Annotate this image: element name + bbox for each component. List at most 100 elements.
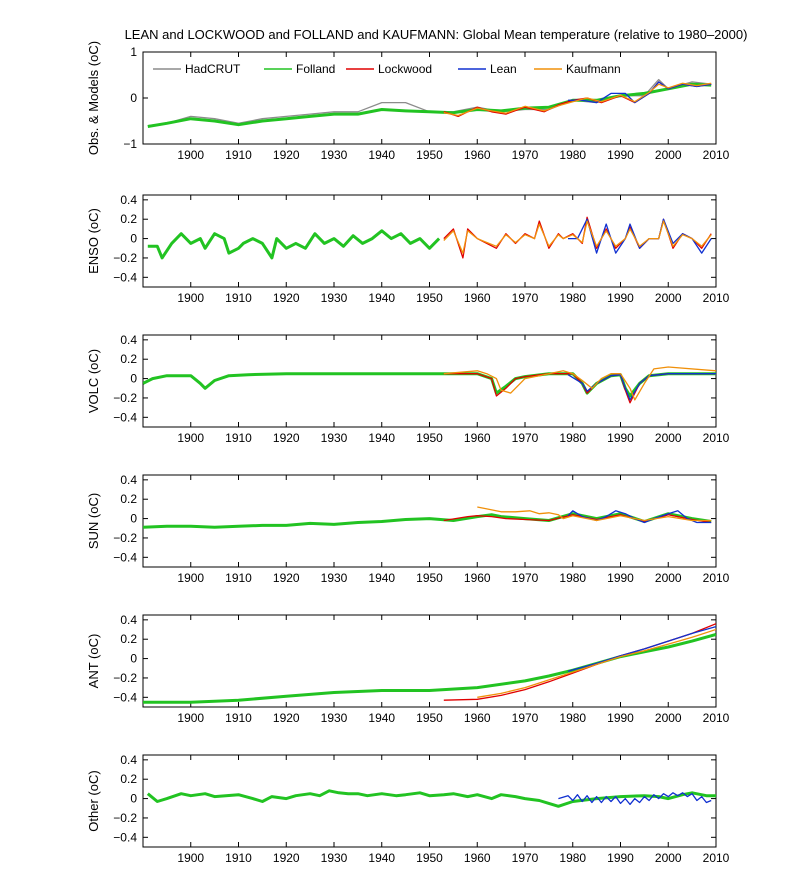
y-tick-label: 0: [130, 232, 137, 246]
y-tick-label: −0.2: [113, 671, 137, 685]
chart-panel-4: 0.4 0.2 0 −0.2 −0.4 1900 1910 1920 1930 1940 1950 1…: [86, 473, 730, 585]
y-tick-label: −0.2: [113, 391, 137, 405]
x-tick-label: 2000: [655, 291, 682, 305]
x-tick-label: 1900: [177, 711, 204, 725]
series-line-kaufmann: [477, 628, 716, 698]
x-tick-label: 1970: [512, 291, 539, 305]
y-tick-label: 0.4: [120, 613, 137, 627]
x-tick-label: 1940: [368, 431, 395, 445]
x-tick-label: 1960: [464, 851, 491, 865]
x-tick-label: 1910: [225, 291, 252, 305]
x-tick-label: 2010: [703, 291, 730, 305]
y-tick-label: −0.4: [113, 410, 137, 424]
x-tick-label: 1920: [273, 711, 300, 725]
x-tick-label: 1990: [607, 571, 634, 585]
y-tick-label: −0.4: [113, 690, 137, 704]
x-tick-label: 1910: [225, 431, 252, 445]
x-tick-label: 2010: [703, 431, 730, 445]
legend-label-lockwood: Lockwood: [378, 62, 432, 76]
series-group: [146, 789, 716, 808]
y-tick-label: 0.2: [120, 492, 137, 506]
x-tick-label: 1990: [607, 148, 634, 162]
x-tick-label: 1980: [559, 711, 586, 725]
x-tick-label: 2000: [655, 851, 682, 865]
series-group: [147, 216, 712, 260]
series-line-folland: [146, 789, 716, 808]
x-tick-label: 1930: [321, 711, 348, 725]
legend-label-lean: Lean: [490, 62, 517, 76]
x-tick-label: 1910: [225, 148, 252, 162]
x-tick-label: 1980: [559, 431, 586, 445]
x-tick-label: 1930: [321, 851, 348, 865]
y-axis-label: VOLC (oC): [86, 349, 101, 413]
y-tick-label: −1: [123, 137, 137, 151]
x-tick-label: 1960: [464, 148, 491, 162]
legend-label-hadcrut: HadCRUT: [185, 62, 241, 76]
plot-area-frame: [142, 51, 717, 145]
x-tick-label: 1980: [559, 571, 586, 585]
chart-panel-3: 0.4 0.2 0 −0.2 −0.4 1900 1910 1920 1930 1940 1950 1…: [86, 333, 730, 445]
y-tick-label: 0.2: [120, 212, 137, 226]
x-tick-label: 1960: [464, 711, 491, 725]
x-tick-label: 1910: [225, 571, 252, 585]
x-tick-label: 1910: [225, 851, 252, 865]
series-line-lean: [568, 81, 712, 104]
series-line-folland: [143, 632, 716, 704]
y-tick-label: 0: [130, 792, 137, 806]
x-tick-label: 1990: [607, 851, 634, 865]
y-tick-label: 0: [130, 372, 137, 386]
x-tick-label: 1950: [416, 148, 443, 162]
plot-area-frame: [142, 614, 717, 708]
x-tick-label: 1900: [177, 431, 204, 445]
y-axis-label: ENSO (oC): [86, 208, 101, 274]
y-tick-label: 0.4: [120, 753, 137, 767]
chart-panel-1: 1 0 −1 1900 1910 1920 1930 1940 1950 1960 1970 1980…: [86, 41, 730, 162]
x-tick-label: 1900: [177, 851, 204, 865]
x-tick-label: 1950: [416, 571, 443, 585]
y-tick-label: 0.4: [120, 193, 137, 207]
series-line-folland: [147, 229, 441, 260]
y-tick-label: 0.2: [120, 772, 137, 786]
series-line-lean: [567, 373, 716, 401]
x-tick-label: 1980: [559, 291, 586, 305]
x-tick-label: 2010: [703, 148, 730, 162]
x-tick-label: 1960: [464, 431, 491, 445]
x-tick-label: 1930: [321, 148, 348, 162]
x-tick-label: 1920: [273, 851, 300, 865]
x-tick-label: 1970: [512, 711, 539, 725]
series-line-folland: [143, 512, 712, 529]
x-tick-label: 1920: [273, 291, 300, 305]
series-group: [143, 623, 716, 704]
series-group: [143, 366, 716, 404]
x-tick-label: 1970: [512, 851, 539, 865]
x-tick-label: 1930: [321, 571, 348, 585]
x-tick-label: 1970: [512, 148, 539, 162]
y-tick-label: 0: [130, 512, 137, 526]
chart-panels: 1 0 −1 1900 1910 1920 1930 1940 1950 1960 1970 1980…: [86, 41, 730, 865]
x-tick-label: 2000: [655, 711, 682, 725]
x-tick-label: 1920: [273, 148, 300, 162]
x-tick-label: 1900: [177, 148, 204, 162]
x-tick-label: 1930: [321, 431, 348, 445]
series-line-kaufmann: [477, 506, 712, 522]
plot-area-frame: [142, 474, 717, 568]
y-tick-label: −0.4: [113, 830, 137, 844]
y-tick-label: 0: [130, 91, 137, 105]
y-tick-label: −0.2: [113, 251, 137, 265]
x-tick-label: 2000: [655, 431, 682, 445]
y-axis-label: Other (oC): [86, 770, 101, 831]
y-axis-label: ANT (oC): [86, 634, 101, 689]
x-tick-label: 1940: [368, 711, 395, 725]
y-tick-label: 0.2: [120, 632, 137, 646]
x-tick-label: 1940: [368, 571, 395, 585]
y-tick-label: 0.4: [120, 473, 137, 487]
y-axis-label: Obs. & Models (oC): [86, 41, 101, 155]
x-tick-label: 1920: [273, 431, 300, 445]
x-tick-label: 1950: [416, 851, 443, 865]
x-tick-label: 1900: [177, 571, 204, 585]
x-tick-label: 1950: [416, 431, 443, 445]
series-group: [143, 506, 712, 529]
x-tick-label: 1950: [416, 711, 443, 725]
y-tick-label: 0: [130, 652, 137, 666]
